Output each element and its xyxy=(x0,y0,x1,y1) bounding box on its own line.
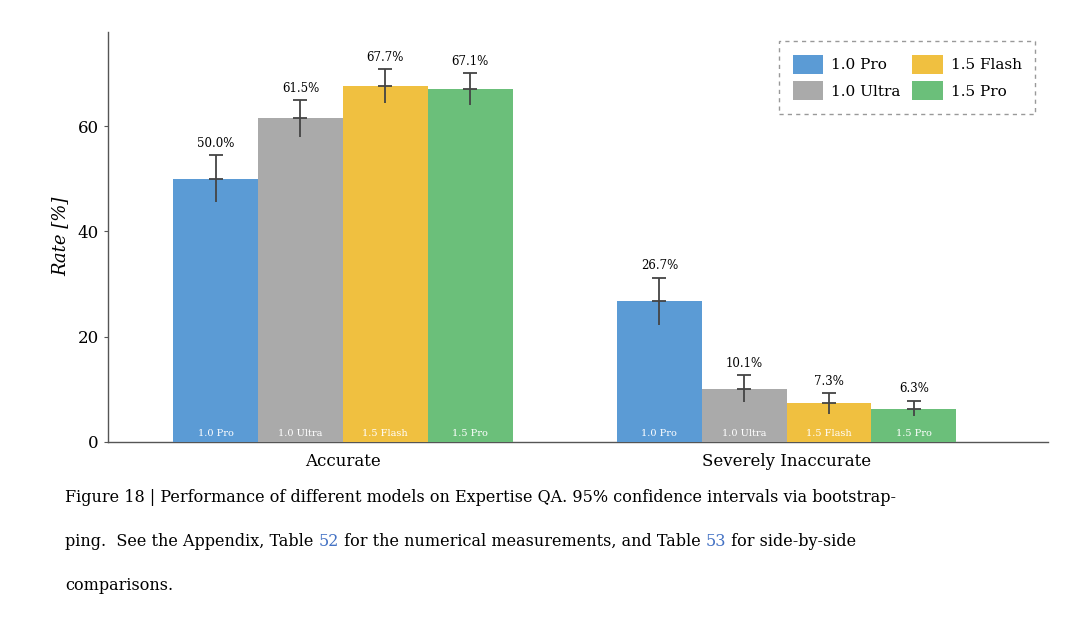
Text: 10.1%: 10.1% xyxy=(726,357,762,370)
Text: 1.5 Pro: 1.5 Pro xyxy=(896,429,932,438)
Text: for the numerical measurements, and Table: for the numerical measurements, and Tabl… xyxy=(339,533,705,550)
Text: 1.5 Flash: 1.5 Flash xyxy=(806,429,852,438)
Text: 1.5 Flash: 1.5 Flash xyxy=(363,429,408,438)
Text: 1.0 Pro: 1.0 Pro xyxy=(198,429,233,438)
Text: 52: 52 xyxy=(319,533,339,550)
Bar xyxy=(258,119,343,442)
Text: 6.3%: 6.3% xyxy=(899,382,929,396)
Bar xyxy=(617,302,702,442)
Bar xyxy=(872,409,956,442)
Text: Figure 18 | Performance of different models on Expertise QA. 95% confidence inte: Figure 18 | Performance of different mod… xyxy=(65,489,895,506)
Text: 1.0 Ultra: 1.0 Ultra xyxy=(723,429,767,438)
Bar xyxy=(702,389,786,442)
Text: 26.7%: 26.7% xyxy=(640,259,678,273)
Bar xyxy=(173,179,258,442)
Bar xyxy=(343,86,428,442)
Legend: 1.0 Pro, 1.0 Ultra, 1.5 Flash, 1.5 Pro: 1.0 Pro, 1.0 Ultra, 1.5 Flash, 1.5 Pro xyxy=(779,41,1036,114)
Text: ping.  See the Appendix, Table: ping. See the Appendix, Table xyxy=(65,533,319,550)
Text: for side-by-side: for side-by-side xyxy=(726,533,856,550)
Text: 7.3%: 7.3% xyxy=(814,375,843,387)
Text: 67.7%: 67.7% xyxy=(366,50,404,64)
Text: 53: 53 xyxy=(705,533,726,550)
Text: 50.0%: 50.0% xyxy=(197,137,234,150)
Y-axis label: Rate [%]: Rate [%] xyxy=(52,197,69,276)
Text: 67.1%: 67.1% xyxy=(451,55,489,68)
Text: 1.0 Ultra: 1.0 Ultra xyxy=(279,429,323,438)
Text: 1.0 Pro: 1.0 Pro xyxy=(642,429,677,438)
Bar xyxy=(786,403,872,442)
Bar xyxy=(428,89,513,442)
Text: 1.5 Pro: 1.5 Pro xyxy=(453,429,488,438)
Text: 61.5%: 61.5% xyxy=(282,81,319,95)
Text: comparisons.: comparisons. xyxy=(65,577,173,594)
